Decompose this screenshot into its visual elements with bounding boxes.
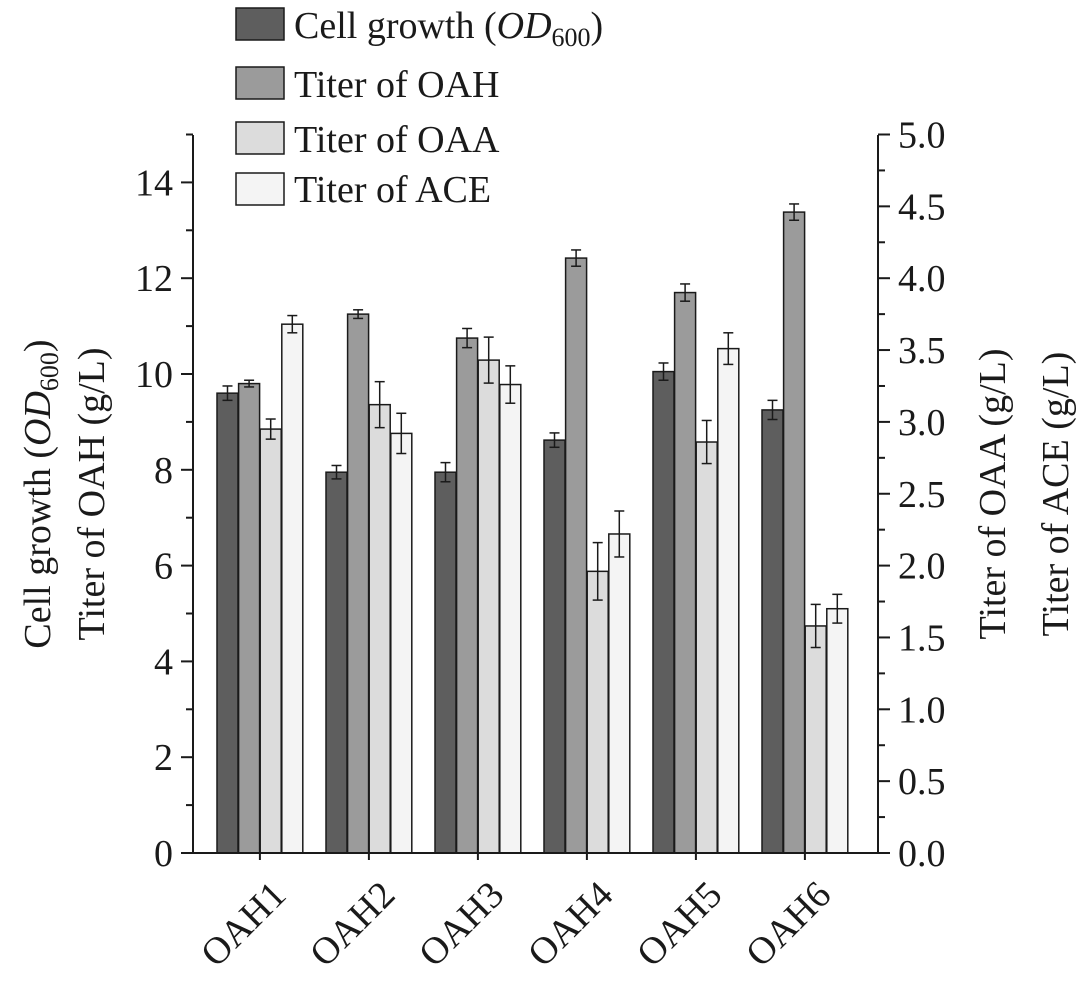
error-bar-oah5-series-0	[658, 362, 669, 381]
left-tick-label: 2	[154, 737, 173, 779]
bar-oah5-series-3	[717, 347, 740, 854]
error-bar-oah3-series-3	[505, 365, 516, 404]
error-bar-oah6-series-2	[810, 603, 821, 649]
bar-oah2-series-2	[368, 403, 391, 854]
error-bar-oah2-series-0	[331, 464, 342, 480]
legend-swatch-oaa	[235, 121, 285, 155]
legend-item-cell-growth: Cell growth (OD600)	[235, 5, 603, 52]
right-tick-label: 1.5	[898, 617, 946, 659]
right-tick-label: 4.5	[898, 186, 946, 228]
right-tick-label: 0.0	[898, 833, 946, 875]
legend: Cell growth (OD600) Titer of OAH Titer o…	[235, 5, 603, 211]
error-bar-oah4-series-1	[571, 249, 582, 267]
left-axis-ticks: 0 2 4 6 8 10 12 14	[135, 133, 193, 875]
legend-item-ace: Titer of ACE	[235, 169, 491, 211]
bar-oah2-series-3	[390, 432, 413, 854]
bar-oah6-series-0	[761, 409, 784, 854]
error-bar-oah2-series-1	[353, 309, 364, 320]
bar-oah1-series-0	[216, 392, 239, 854]
error-bar-oah6-series-0	[767, 399, 778, 421]
category-label-oah6: OAH6	[738, 874, 839, 975]
bar-oah3-series-3	[499, 383, 522, 854]
left-tick-label: 6	[154, 546, 173, 588]
legend-item-oah: Titer of OAH	[235, 64, 500, 106]
error-bar-oah6-series-1	[789, 203, 800, 221]
left-tick-label: 14	[135, 162, 173, 204]
error-bar-oah3-series-0	[440, 461, 451, 483]
bar-oah5-series-0	[652, 370, 675, 854]
legend-swatch-cell-growth	[235, 7, 285, 41]
bar-oah6-series-2	[804, 625, 827, 854]
right-axis-ticks: 0.0 0.5 1.0 1.5 2.0 2.5 3.0 3.5 4.0 4.5 5.0	[878, 115, 946, 875]
legend-label-ace: Titer of ACE	[294, 169, 491, 211]
bar-oah4-series-3	[608, 533, 631, 854]
error-bar-oah1-series-2	[265, 418, 276, 440]
bar-oah5-series-2	[695, 441, 718, 854]
error-bar-group	[222, 203, 843, 649]
legend-label-cell-growth: Cell growth (OD600)	[294, 5, 603, 52]
error-bar-oah3-series-2	[483, 336, 494, 384]
right-axis-title-line1: Titer of OAA (g/L)	[972, 349, 1014, 640]
right-tick-label: 4.0	[898, 258, 946, 300]
bar-oah2-series-0	[325, 471, 348, 854]
legend-swatch-oah	[235, 66, 285, 100]
legend-item-oaa: Titer of OAA	[235, 119, 500, 161]
bar-oah4-series-2	[586, 570, 609, 854]
right-tick-label: 0.5	[898, 761, 946, 803]
right-tick-label: 1.0	[898, 689, 946, 731]
error-bar-oah5-series-2	[701, 419, 712, 465]
legend-swatch-ace	[235, 172, 285, 206]
bar-oah6-series-1	[782, 211, 806, 854]
error-bar-oah4-series-0	[549, 432, 560, 449]
bar-oah1-series-1	[237, 382, 261, 854]
error-bar-oah4-series-3	[614, 510, 625, 558]
error-bar-oah4-series-2	[592, 541, 603, 601]
right-tick-label: 5.0	[898, 115, 946, 157]
category-label-oah2: OAH2	[302, 874, 403, 975]
bar-oah6-series-3	[826, 607, 849, 854]
left-axis-title-line1: Cell growth (OD600)	[17, 339, 64, 648]
right-tick-label: 2.0	[898, 546, 946, 588]
left-tick-label: 12	[135, 258, 173, 300]
category-label-oah4: OAH4	[520, 874, 621, 975]
error-bar-oah5-series-3	[723, 332, 734, 366]
bar-oah4-series-0	[543, 439, 566, 854]
bar-oah3-series-1	[455, 337, 479, 854]
right-tick-label: 3.5	[898, 330, 946, 372]
error-bar-oah1-series-1	[244, 379, 255, 388]
bar-oah4-series-1	[564, 257, 588, 854]
left-tick-label: 8	[154, 450, 173, 492]
left-tick-label: 0	[154, 833, 173, 875]
error-bar-oah2-series-2	[374, 380, 385, 429]
bar-oah1-series-3	[281, 323, 304, 854]
error-bar-oah1-series-0	[222, 385, 233, 402]
error-bar-oah6-series-3	[832, 593, 843, 624]
bar-oah3-series-0	[434, 471, 457, 854]
error-bar-oah5-series-1	[680, 283, 691, 302]
category-label-oah1: OAH1	[193, 874, 294, 975]
error-bar-oah3-series-1	[462, 327, 473, 349]
right-tick-label: 3.0	[898, 402, 946, 444]
left-tick-label: 4	[154, 641, 173, 683]
right-tick-label: 2.5	[898, 474, 946, 516]
bar-group	[216, 211, 849, 854]
category-label-oah5: OAH5	[629, 874, 730, 975]
left-tick-label: 10	[135, 354, 173, 396]
category-labels: OAH1 OAH2 OAH3 OAH4 OAH5 OAH6	[193, 853, 839, 975]
legend-label-oah: Titer of OAH	[294, 64, 500, 106]
legend-label-oaa: Titer of OAA	[294, 119, 500, 161]
bar-oah5-series-1	[673, 291, 697, 854]
right-axis-title-line2: Titer of ACE (g/L)	[1035, 352, 1077, 637]
error-bar-oah1-series-3	[287, 314, 298, 334]
error-bar-oah2-series-3	[396, 412, 407, 455]
left-axis-title-line2: Titer of OAH (g/L)	[71, 347, 113, 640]
bar-oah2-series-1	[346, 313, 370, 854]
bar-oah3-series-2	[477, 359, 500, 854]
category-label-oah3: OAH3	[411, 874, 512, 975]
bar-oah1-series-2	[259, 428, 282, 854]
